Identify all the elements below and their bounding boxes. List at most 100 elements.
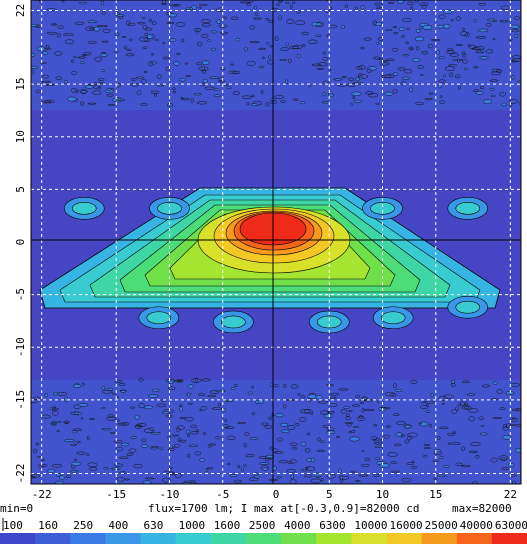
noise-contour [162,477,171,483]
noise-contour [198,6,202,9]
noise-contour [415,46,420,51]
colorbar-swatch [70,533,106,544]
noise-contour [517,80,521,84]
noise-contour [102,389,113,394]
noise-contour [338,388,349,391]
noise-contour [264,425,273,429]
noise-contour [249,437,259,440]
noise-contour [485,49,494,54]
noise-contour [379,463,390,469]
noise-contour [492,417,503,419]
noise-contour [514,33,519,38]
noise-contour [85,26,96,32]
noise-contour [190,98,194,103]
noise-contour [44,393,48,398]
noise-contour [343,406,350,409]
noise-contour [247,391,253,395]
noise-contour [223,418,228,422]
noise-contour [246,3,251,7]
noise-contour [350,103,353,106]
noise-contour [33,396,41,400]
noise-contour [327,396,337,399]
noise-contour [41,80,52,83]
x-tick-label: -15 [106,488,126,501]
noise-contour [317,62,328,67]
noise-contour [136,90,142,96]
noise-contour [502,424,508,428]
noise-contour [168,471,176,475]
noise-contour [508,99,519,104]
noise-contour [55,76,63,80]
noise-contour [77,441,81,444]
noise-contour [73,55,77,58]
noise-contour [300,395,305,399]
noise-contour [260,422,269,426]
noise-contour [486,18,496,22]
noise-contour [428,423,433,428]
noise-contour [161,411,170,415]
noise-contour [501,467,510,471]
noise-contour [385,58,395,61]
noise-contour [490,94,496,97]
noise-contour [262,56,265,59]
noise-contour [361,396,368,401]
noise-contour [443,465,450,469]
noise-contour [439,456,445,459]
noise-contour [499,19,510,23]
noise-contour [374,445,383,448]
noise-contour [71,59,74,63]
noise-contour [216,19,222,24]
noise-contour [287,425,295,430]
noise-contour [315,22,324,27]
noise-contour [326,384,335,387]
noise-contour [510,24,520,29]
noise-contour [326,34,330,38]
noise-contour [395,388,403,392]
noise-contour [461,406,472,410]
y-tick-labels: 22 15 10 5 0 -5 -10 -15 -22 [14,4,27,484]
noise-contour [415,28,421,33]
noise-contour [303,409,313,414]
noise-contour [150,61,158,65]
noise-contour [404,69,413,74]
noise-contour [254,5,258,10]
noise-contour [161,0,166,5]
noise-contour [424,400,436,404]
noise-contour [359,402,365,405]
noise-contour [120,390,127,393]
noise-contour [150,90,160,95]
noise-contour [468,416,476,422]
noise-contour [410,380,418,384]
noise-contour [80,61,85,65]
noise-contour [300,441,307,447]
noise-contour [138,403,146,409]
noise-contour [114,379,123,383]
noise-contour [75,89,79,94]
noise-contour [455,44,463,46]
noise-contour [444,66,456,71]
noise-contour [344,4,348,9]
noise-contour [251,103,258,107]
noise-contour [460,58,464,61]
noise-contour [346,423,352,427]
noise-contour [390,461,398,464]
noise-contour [294,423,300,426]
noise-contour [97,78,105,81]
noise-contour [200,406,208,411]
noise-contour [311,63,322,67]
noise-contour [109,431,118,434]
noise-contour [141,444,149,448]
noise-contour [197,101,208,105]
noise-contour [443,394,454,399]
noise-contour [373,424,378,427]
x-tick-label: -22 [32,488,52,501]
noise-contour [144,27,153,31]
noise-contour [213,88,220,91]
noise-contour [385,425,392,428]
noise-contour [223,424,230,428]
noise-contour [245,453,255,458]
y-tick-label: 10 [14,130,27,143]
noise-contour [479,56,489,60]
noise-contour [179,77,186,82]
noise-contour [443,23,451,29]
